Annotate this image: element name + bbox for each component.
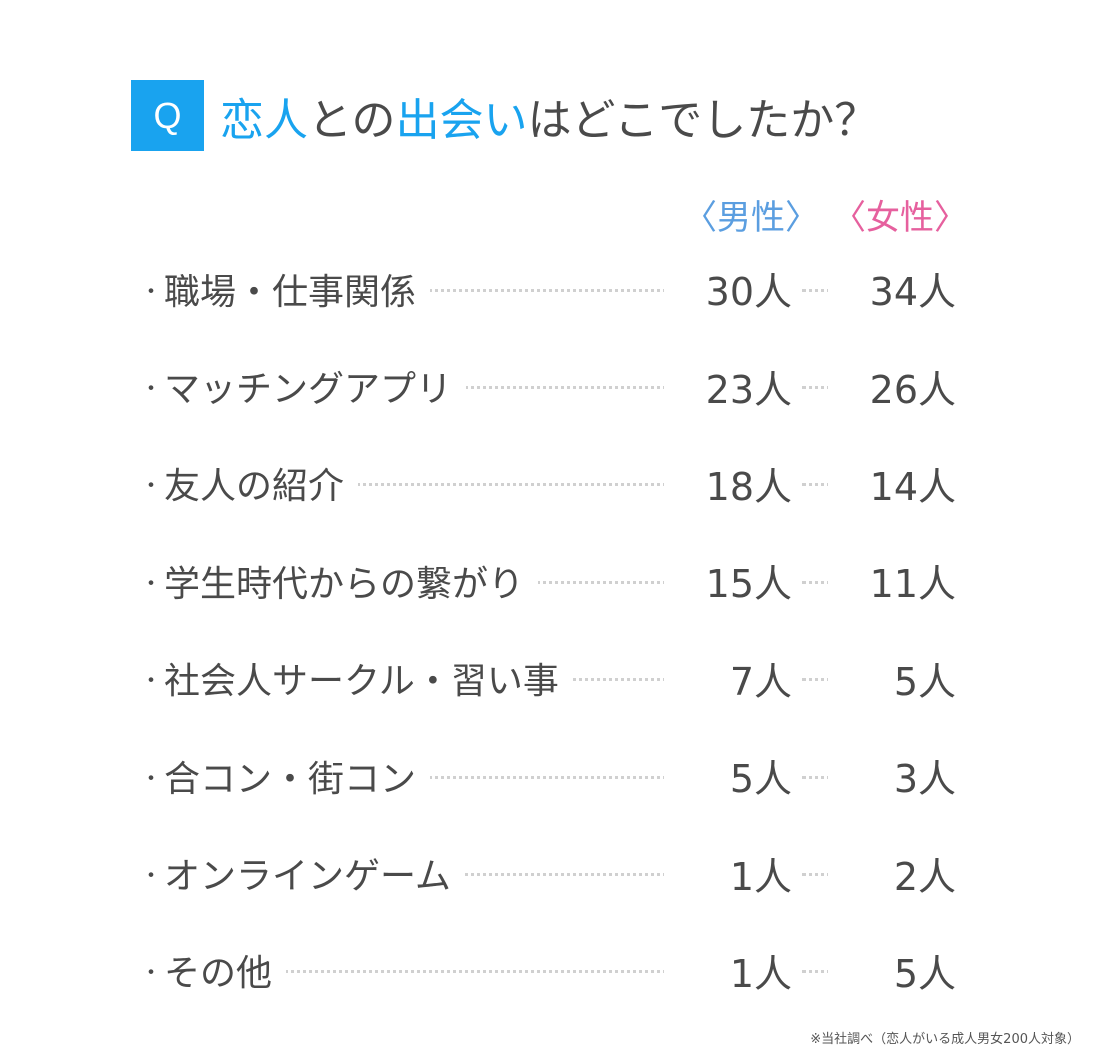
female-value: 34人 xyxy=(828,261,956,317)
row-label: 職場・仕事関係 xyxy=(140,262,431,315)
female-value: 11人 xyxy=(828,553,956,609)
row-label: 学生時代からの繋がり xyxy=(140,554,539,607)
column-header-male: 〈男性〉 xyxy=(683,198,819,238)
male-value: 30人 xyxy=(664,261,792,317)
female-value: 5人 xyxy=(828,650,956,706)
table-row: 合コン・街コン 5人 3人 xyxy=(140,727,970,824)
table-row: マッチングアプリ 23人 26人 xyxy=(140,337,970,434)
table-row: その他 1人 5人 xyxy=(140,922,970,1019)
row-label: その他 xyxy=(140,944,287,997)
row-label: オンラインゲーム xyxy=(140,847,465,900)
male-value: 18人 xyxy=(664,455,792,511)
results-table: 職場・仕事関係 30人 34人 マッチングアプリ 23人 26人 友人の紹介 1… xyxy=(140,240,970,1019)
female-value: 2人 xyxy=(828,845,956,901)
male-value: 5人 xyxy=(664,748,792,804)
male-value: 15人 xyxy=(664,553,792,609)
dotted-separator xyxy=(802,288,838,292)
dotted-separator xyxy=(802,873,838,877)
dotted-separator xyxy=(802,386,838,390)
title-part: 出会い xyxy=(395,94,528,146)
dotted-separator xyxy=(802,970,838,974)
table-row: 友人の紹介 18人 14人 xyxy=(140,435,970,532)
male-value: 1人 xyxy=(664,942,792,998)
question-header: Q 恋人との出会いはどこでしたか？ xyxy=(131,80,878,151)
dotted-separator xyxy=(802,483,838,487)
row-label: 社会人サークル・習い事 xyxy=(140,652,573,705)
row-label: 友人の紹介 xyxy=(140,457,359,510)
survey-footnote: ※当社調べ（恋人がいる成人男女200人対象） xyxy=(810,1032,1080,1047)
dotted-leader xyxy=(140,970,680,974)
question-title: 恋人との出会いはどこでしたか？ xyxy=(220,84,878,148)
dotted-separator xyxy=(802,678,838,682)
female-value: 3人 xyxy=(828,748,956,804)
table-row: 社会人サークル・習い事 7人 5人 xyxy=(140,630,970,727)
title-part: 恋人 xyxy=(220,94,308,146)
female-value: 26人 xyxy=(828,358,956,414)
female-value: 5人 xyxy=(828,942,956,998)
male-value: 7人 xyxy=(664,650,792,706)
male-value: 1人 xyxy=(664,845,792,901)
row-label: マッチングアプリ xyxy=(140,360,467,413)
female-value: 14人 xyxy=(828,455,956,511)
male-value: 23人 xyxy=(664,358,792,414)
q-badge: Q xyxy=(131,80,204,151)
table-row: 職場・仕事関係 30人 34人 xyxy=(140,240,970,337)
dotted-leader xyxy=(140,483,680,487)
title-part: との xyxy=(308,94,396,146)
title-part: はどこでしたか？ xyxy=(527,94,879,146)
row-label: 合コン・街コン xyxy=(140,749,431,802)
table-row: オンラインゲーム 1人 2人 xyxy=(140,824,970,921)
dotted-separator xyxy=(802,580,838,584)
column-header-female: 〈女性〉 xyxy=(832,198,968,238)
dotted-separator xyxy=(802,775,838,779)
table-row: 学生時代からの繋がり 15人 11人 xyxy=(140,532,970,629)
